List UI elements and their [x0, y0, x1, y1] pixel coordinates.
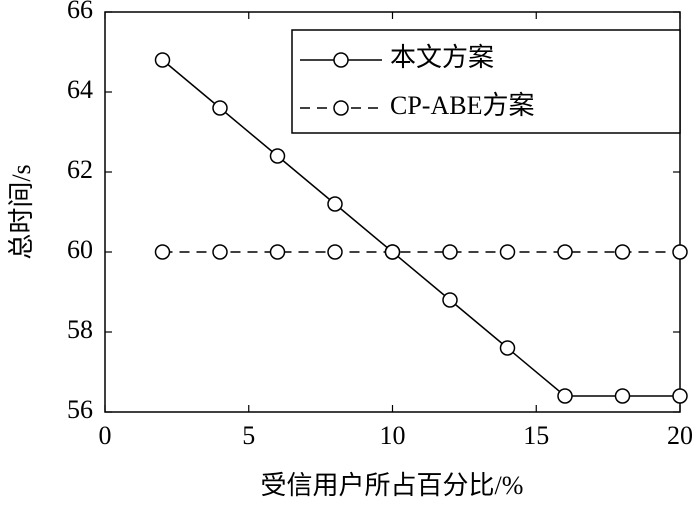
legend-marker — [333, 100, 349, 116]
x-tick-label: 5 — [242, 421, 255, 450]
x-tick-label: 15 — [523, 421, 549, 450]
data-point — [557, 244, 573, 260]
y-tick-label: 64 — [67, 75, 93, 104]
data-point — [154, 244, 171, 260]
x-axis-label: 受信用户所占百分比/% — [261, 471, 524, 500]
x-tick-label: 20 — [667, 421, 693, 450]
x-tick-label: 10 — [380, 421, 406, 450]
data-point — [614, 244, 631, 260]
data-point — [269, 244, 286, 260]
data-point — [212, 244, 228, 260]
data-point — [154, 52, 171, 68]
data-point — [327, 196, 343, 212]
legend-box — [291, 29, 681, 134]
data-point — [384, 244, 401, 260]
x-tick-label: 0 — [99, 421, 112, 450]
data-point — [672, 244, 688, 260]
y-axis-label: 总时间/s — [7, 164, 36, 259]
series-line — [162, 59, 680, 397]
legend-label: CP-ABE方案 — [390, 91, 534, 120]
y-tick-label: 58 — [67, 315, 93, 344]
data-point — [442, 292, 458, 308]
y-tick-label: 56 — [67, 395, 93, 424]
data-point — [442, 244, 458, 260]
y-tick-label: 66 — [67, 0, 93, 24]
legend-marker — [333, 52, 349, 68]
data-point — [499, 340, 516, 356]
data-point — [499, 244, 516, 260]
data-point — [212, 100, 228, 116]
data-point — [672, 388, 688, 404]
data-point — [327, 244, 343, 260]
data-point — [557, 388, 573, 404]
legend-label: 本文方案 — [390, 43, 494, 72]
data-point — [614, 388, 631, 404]
y-tick-label: 60 — [67, 235, 93, 264]
data-point — [269, 148, 286, 164]
y-tick-label: 62 — [67, 155, 93, 184]
